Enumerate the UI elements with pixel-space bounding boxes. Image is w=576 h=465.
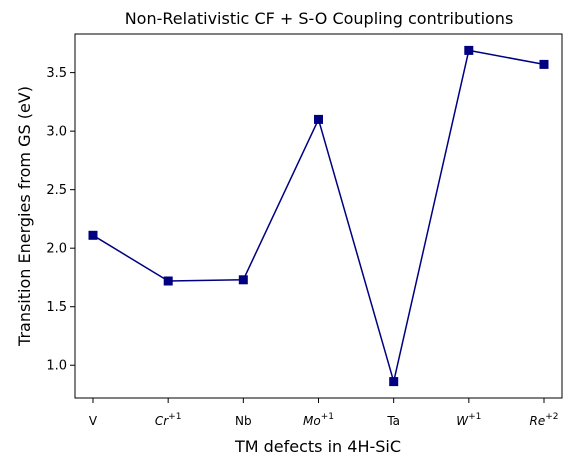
x-tick-label: Re+2 xyxy=(529,412,558,428)
x-axis-ticks: V Cr+1 Nb Mo+1 Ta W+1 Re+2 xyxy=(89,398,559,428)
x-tick-label: Nb xyxy=(235,414,252,428)
x-axis-label: TM defects in 4H-SiC xyxy=(234,437,401,456)
x-tick-label: Cr+1 xyxy=(155,412,182,428)
x-tick-label-base: W xyxy=(456,414,469,428)
x-tick-label-superscript: +1 xyxy=(321,412,334,422)
x-tick-label-base: Cr xyxy=(155,414,169,428)
x-tick-label-base: Ta xyxy=(386,414,400,428)
x-tick-label: W+1 xyxy=(456,412,481,428)
x-tick-label: Ta xyxy=(386,414,400,428)
data-point-marker xyxy=(464,45,474,55)
y-tick-label: 1.0 xyxy=(46,359,67,374)
y-tick-label: 3.5 xyxy=(46,66,67,81)
y-tick-label: 2.5 xyxy=(46,183,67,198)
data-point-marker xyxy=(88,230,98,240)
data-point-marker xyxy=(539,59,549,69)
y-axis-ticks: 1.0 1.5 2.0 2.5 3.0 3.5 xyxy=(46,66,75,374)
x-tick-label: Mo+1 xyxy=(303,412,334,428)
x-tick-label-superscript: +2 xyxy=(545,412,558,422)
y-tick-label: 3.0 xyxy=(46,125,67,140)
x-tick-label-base: Re xyxy=(529,414,545,428)
data-point-marker xyxy=(314,114,323,124)
data-point-marker xyxy=(389,377,399,387)
x-tick-label: V xyxy=(89,414,98,428)
x-tick-label-base: Mo xyxy=(303,414,321,428)
x-tick-label-superscript: +1 xyxy=(468,412,481,422)
x-tick-label-base: V xyxy=(89,414,98,428)
chart-title: Non-Relativistic CF + S-O Coupling contr… xyxy=(125,9,514,28)
x-tick-label-base: Nb xyxy=(235,414,252,428)
series-markers xyxy=(88,45,549,387)
data-point-marker xyxy=(238,275,248,285)
data-point-marker xyxy=(163,276,173,286)
y-axis-label: Transition Energies from GS (eV) xyxy=(15,86,34,347)
y-tick-label: 2.0 xyxy=(46,242,67,257)
x-tick-label-superscript: +1 xyxy=(168,412,181,422)
y-tick-label: 1.5 xyxy=(46,300,67,315)
